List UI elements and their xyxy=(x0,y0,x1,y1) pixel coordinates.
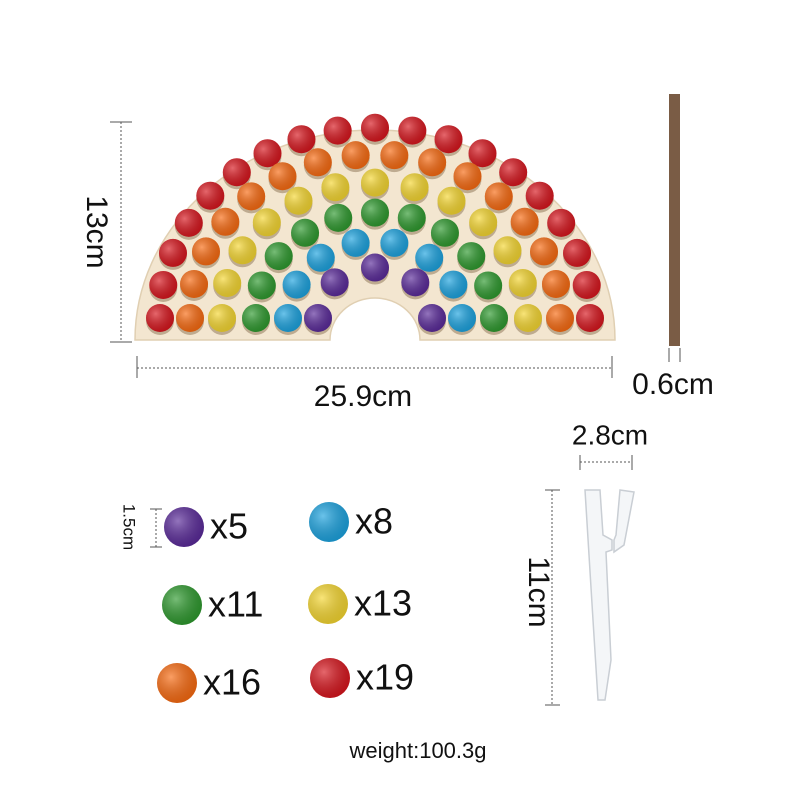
pompom-shade xyxy=(208,304,236,332)
pompom-count: x5 xyxy=(210,506,248,547)
pompom-shade xyxy=(508,268,537,297)
pompom-shade xyxy=(253,139,282,168)
pompom-count: x11 xyxy=(208,584,263,625)
pompom-shade xyxy=(400,173,429,202)
pompom-shade xyxy=(361,113,389,142)
pompom-shade xyxy=(303,148,332,177)
pompom-shade xyxy=(158,238,187,267)
pompom-shade xyxy=(252,208,281,237)
pompom-shade xyxy=(282,270,311,299)
pompom-shade xyxy=(541,269,570,298)
board-height: 13cm xyxy=(80,195,113,268)
pompom-shade xyxy=(398,116,427,145)
pompom-shade xyxy=(510,207,539,236)
pompom-shade xyxy=(547,208,576,237)
pompom-shade xyxy=(484,182,513,211)
pompom-shade xyxy=(174,208,203,237)
pompom-shade xyxy=(310,658,350,698)
pompom-shade xyxy=(268,162,297,191)
pompom-shade xyxy=(469,208,498,237)
pompom-shade xyxy=(213,268,242,297)
pompom-shade xyxy=(228,236,257,265)
pompom-shade xyxy=(264,242,293,271)
pompom-shade xyxy=(576,304,604,332)
pompom-shade xyxy=(418,304,446,332)
pompom-shade xyxy=(468,139,497,168)
pompom-shade xyxy=(157,663,197,703)
pompom-count: x19 xyxy=(356,657,414,698)
pompom-shade xyxy=(321,173,350,202)
pompom-shade xyxy=(211,207,240,236)
pompom-shade xyxy=(176,304,204,332)
pompom-shade xyxy=(453,162,482,191)
pompom-shade xyxy=(563,238,592,267)
pompom-shade xyxy=(361,253,389,282)
pompom-count: x16 xyxy=(203,662,261,703)
pompom-shade xyxy=(287,125,316,154)
pompom-shade xyxy=(415,243,444,272)
pompom-shade xyxy=(546,304,574,332)
pompom-shade xyxy=(361,198,389,227)
stick-diameter: 0.6cm xyxy=(632,368,714,401)
weight: weight:100.3g xyxy=(349,738,487,763)
pompom-shade xyxy=(448,304,476,332)
pompom-shade xyxy=(274,304,302,332)
pompom-shade xyxy=(320,268,349,297)
pompom-shade xyxy=(499,158,528,187)
pompom-shade xyxy=(572,270,601,299)
pompom-shade xyxy=(530,237,559,266)
pompom-shade xyxy=(380,141,409,170)
pompom-shade xyxy=(341,228,370,257)
pompom-shade xyxy=(480,304,508,332)
pompom-shade xyxy=(437,186,466,215)
pompom-shade xyxy=(341,141,370,170)
pompom-shade xyxy=(323,116,352,145)
pompom-shade xyxy=(222,158,251,187)
pompom-shade xyxy=(247,271,276,300)
pompom-shade xyxy=(434,125,463,154)
board-width: 25.9cm xyxy=(314,380,412,413)
pompom-shade xyxy=(401,268,430,297)
pompom-shade xyxy=(304,304,332,332)
pompom-shade xyxy=(309,502,349,542)
tweezers-length: 11cm xyxy=(522,556,555,627)
rainbow-board xyxy=(134,113,616,341)
pompom-shade xyxy=(180,269,209,298)
pompom-shade xyxy=(196,181,225,210)
pompom-shade xyxy=(164,507,204,547)
pompom-shade xyxy=(146,304,174,332)
pompom-shade xyxy=(380,228,409,257)
tweezers-width: 2.8cm xyxy=(572,419,648,450)
pompom-shade xyxy=(284,186,313,215)
pompom-shade xyxy=(306,243,335,272)
pompom-shade xyxy=(493,236,522,265)
pompom-shade xyxy=(242,304,270,332)
pompom-shade xyxy=(149,270,178,299)
pompom-shade xyxy=(457,242,486,271)
tweezers xyxy=(584,489,635,701)
pompom-shade xyxy=(324,203,353,232)
pompom-shade xyxy=(308,584,348,624)
pompom-shade xyxy=(397,203,426,232)
stick xyxy=(669,94,680,346)
pompom-shade xyxy=(525,181,554,210)
dimensions xyxy=(110,121,681,706)
pompom-size: 1.5cm xyxy=(120,504,139,550)
pompom-shade xyxy=(237,182,266,211)
pompom-shade xyxy=(430,218,459,247)
pompom-count: x13 xyxy=(354,583,412,624)
pompom-count: x8 xyxy=(355,501,393,542)
pompom-shade xyxy=(361,168,389,197)
pompom-shade xyxy=(439,270,468,299)
pompom-shade xyxy=(291,218,320,247)
pompom-shade xyxy=(418,148,447,177)
pompom-shade xyxy=(474,271,503,300)
pompom-shade xyxy=(162,585,202,625)
pompom-shade xyxy=(514,304,542,332)
pompom-shade xyxy=(191,237,220,266)
